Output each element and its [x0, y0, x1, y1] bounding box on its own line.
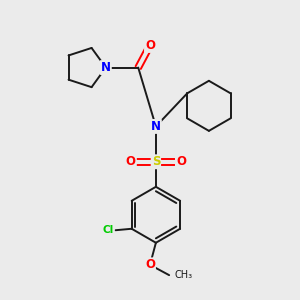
Text: O: O [176, 155, 186, 168]
Text: O: O [126, 155, 136, 168]
Text: CH₃: CH₃ [174, 270, 193, 280]
Text: O: O [145, 39, 155, 52]
Text: Cl: Cl [103, 225, 114, 235]
Text: O: O [145, 258, 155, 271]
Text: N: N [101, 61, 111, 74]
Text: S: S [152, 155, 160, 168]
Text: N: N [151, 120, 161, 133]
